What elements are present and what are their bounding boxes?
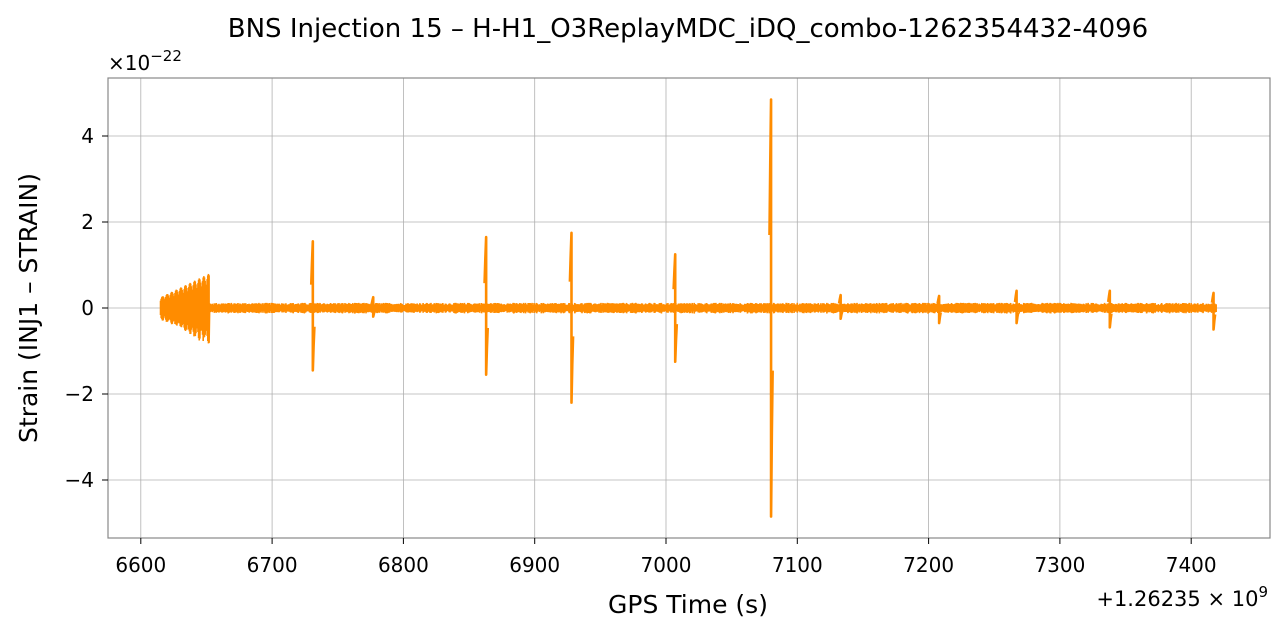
strain-spike	[568, 231, 575, 404]
strain-spike	[936, 294, 942, 325]
x-tick-label: 6700	[247, 553, 298, 577]
x-offset-exponent: 9	[1258, 583, 1268, 601]
x-tick-label: 7100	[772, 553, 823, 577]
data-series	[159, 98, 1217, 518]
x-tick-label: 6600	[115, 553, 166, 577]
strain-spike	[483, 235, 490, 376]
strain-spike	[1106, 289, 1113, 329]
y-tick-label: 2	[81, 210, 94, 234]
strain-spike	[1210, 291, 1217, 331]
x-tick-label: 6800	[378, 553, 429, 577]
x-tick-label: 7000	[641, 553, 692, 577]
strain-spike	[672, 252, 679, 364]
x-axis-offset: +1.26235 × 109	[1096, 583, 1268, 611]
y-tick-label: 0	[81, 296, 94, 320]
y-axis-multiplier: ×10−22	[108, 47, 182, 75]
x-tick-label: 7200	[903, 553, 954, 577]
strain-spike	[309, 240, 316, 372]
strain-spike	[1013, 289, 1020, 325]
y-multiplier-base: ×10	[108, 51, 150, 75]
y-multiplier-exponent: −22	[150, 47, 182, 65]
chart-title: BNS Injection 15 – H-H1_O3ReplayMDC_iDQ_…	[228, 14, 1148, 44]
y-axis-ticks: −4 −2 0 2 4	[65, 124, 108, 492]
strain-spike	[370, 295, 377, 318]
x-axis-ticks: 6600 6700 6800 6900 7000 7100 7200 7300 7400	[115, 538, 1217, 577]
strain-spike	[837, 293, 844, 321]
x-axis-label: GPS Time (s)	[608, 590, 768, 619]
x-tick-label: 7400	[1166, 553, 1217, 577]
x-tick-label: 7300	[1034, 553, 1085, 577]
y-axis-label: Strain (INJ1 – STRAIN)	[14, 173, 43, 443]
y-tick-label: −4	[65, 468, 94, 492]
strain-noise-trace	[159, 273, 1217, 344]
y-tick-label: 4	[81, 124, 94, 148]
x-tick-label: 6900	[509, 553, 560, 577]
y-tick-label: −2	[65, 382, 94, 406]
x-offset-base: +1.26235 × 10	[1096, 587, 1258, 611]
strain-spike	[768, 98, 774, 518]
